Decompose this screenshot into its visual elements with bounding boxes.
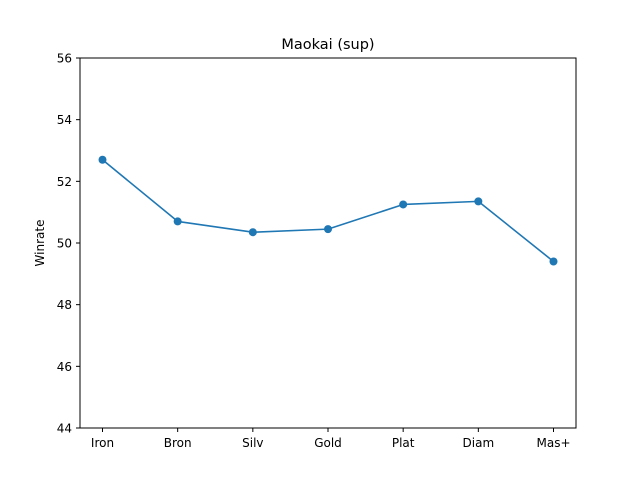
plot-area-frame	[79, 57, 577, 429]
data-point	[173, 217, 182, 226]
x-tick-label: Silv	[242, 436, 263, 450]
y-tick-label: 56	[57, 52, 72, 66]
chart-title: Maokai (sup)	[281, 37, 374, 53]
y-tick-label: 48	[57, 298, 72, 312]
y-tick-label: 50	[57, 237, 72, 251]
y-tick-label: 54	[57, 113, 72, 127]
data-point	[324, 225, 332, 234]
x-tick-label: Diam	[463, 436, 495, 450]
data-point	[399, 200, 408, 209]
series-layer	[98, 155, 558, 266]
x-tick-label: Gold	[314, 436, 342, 450]
y-tick-label: 46	[57, 360, 72, 374]
data-point	[248, 228, 257, 237]
y-tick-label: 52	[57, 175, 72, 189]
x-tick-label: Bron	[164, 436, 192, 450]
data-point	[98, 155, 107, 164]
x-tick-label: Iron	[91, 436, 114, 450]
data-point	[549, 257, 558, 266]
y-axis-ticks: 44 46 48 50 52 54 56	[57, 52, 80, 436]
y-tick-label: 44	[57, 422, 72, 436]
x-tick-label: Mas+	[536, 436, 570, 450]
y-axis-label: Winrate	[33, 220, 47, 267]
x-tick-label: Plat	[392, 436, 415, 450]
x-axis-ticks: Iron Bron Silv Gold Plat Diam Mas+	[91, 428, 571, 450]
data-point	[474, 197, 483, 206]
